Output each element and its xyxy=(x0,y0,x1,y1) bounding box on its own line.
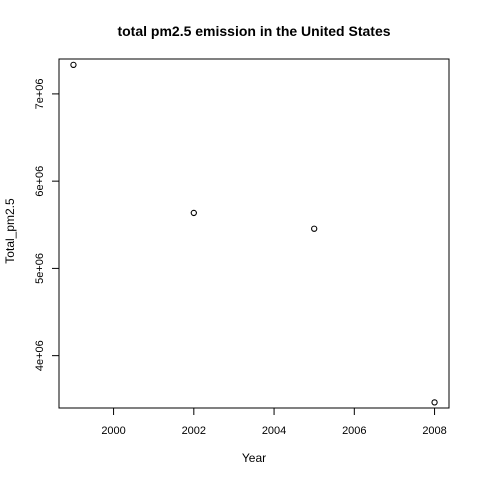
chart-title: total pm2.5 emission in the United State… xyxy=(117,23,390,39)
data-point xyxy=(70,61,77,68)
x-tick-label: 2002 xyxy=(182,425,206,437)
x-tick-label: 2000 xyxy=(101,425,125,437)
y-tick-label: 6e+06 xyxy=(34,166,46,197)
x-tick-label: 2006 xyxy=(342,425,366,437)
y-tick-label: 5e+06 xyxy=(34,253,46,284)
y-axis-label: Total_pm2.5 xyxy=(3,198,17,264)
data-point xyxy=(190,209,197,217)
y-tick-label: 4e+06 xyxy=(34,340,46,371)
x-axis-label: Year xyxy=(242,451,266,465)
plot-area-frame xyxy=(58,58,450,409)
x-tick-label: 2004 xyxy=(262,425,286,437)
y-tick-label: 7e+06 xyxy=(34,78,46,109)
y-axis: 4e+06 5e+06 6e+06 7e+06 xyxy=(34,78,59,371)
data-points xyxy=(70,61,438,406)
x-tick-label: 2008 xyxy=(422,425,446,437)
data-point xyxy=(311,225,318,232)
data-point xyxy=(431,399,438,406)
x-axis: 2000 2002 2004 2006 2008 xyxy=(101,408,447,437)
